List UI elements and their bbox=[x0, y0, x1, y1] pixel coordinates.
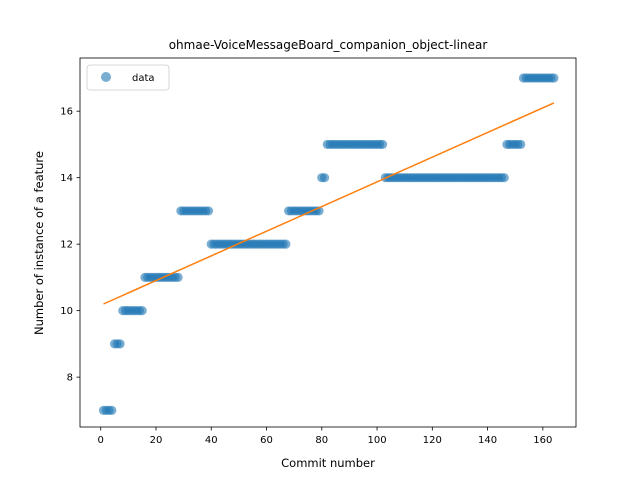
y-tick-label: 14 bbox=[60, 173, 73, 184]
data-point bbox=[516, 139, 526, 150]
data-point bbox=[107, 405, 117, 415]
data-point bbox=[137, 306, 147, 316]
legend: data bbox=[86, 64, 170, 91]
x-tick-label: 20 bbox=[150, 435, 163, 446]
legend-label-data: data bbox=[132, 73, 155, 84]
y-axis-label: Number of instance of a feature bbox=[32, 151, 46, 335]
x-tick-label: 60 bbox=[260, 435, 273, 446]
data-point bbox=[173, 272, 183, 283]
y-tick-label: 16 bbox=[60, 107, 73, 118]
data-point bbox=[281, 239, 291, 249]
data-point bbox=[499, 173, 509, 183]
legend-marker-data bbox=[101, 72, 111, 82]
fit-line bbox=[103, 102, 555, 305]
y-tick-label: 10 bbox=[60, 306, 73, 317]
x-tick-label: 80 bbox=[315, 435, 328, 446]
x-tick-label: 160 bbox=[533, 435, 552, 446]
x-tick-label: 0 bbox=[98, 435, 104, 446]
x-tick-label: 40 bbox=[205, 435, 218, 446]
plot-frame bbox=[79, 57, 577, 428]
legend-box bbox=[86, 64, 170, 91]
fit-line-layer bbox=[103, 102, 555, 305]
data-point bbox=[549, 73, 559, 83]
x-tick-label: 140 bbox=[478, 435, 497, 446]
data-point bbox=[319, 173, 330, 183]
plot-area bbox=[80, 58, 576, 427]
chart-title: ohmae-VoiceMessageBoard_companion_object… bbox=[169, 38, 488, 52]
data-point bbox=[377, 139, 388, 150]
data-point bbox=[203, 206, 214, 216]
x-axis-label: Commit number bbox=[281, 456, 375, 470]
data-point bbox=[115, 339, 125, 349]
y-tick-label: 12 bbox=[60, 240, 73, 251]
y-tick-label: 8 bbox=[67, 373, 73, 384]
x-tick-label: 120 bbox=[423, 435, 442, 446]
x-tick-label: 100 bbox=[368, 435, 387, 446]
ticks-layer: 0 20 40 60 80 100 120 140 160 8 10 12 14 16 bbox=[60, 107, 552, 446]
